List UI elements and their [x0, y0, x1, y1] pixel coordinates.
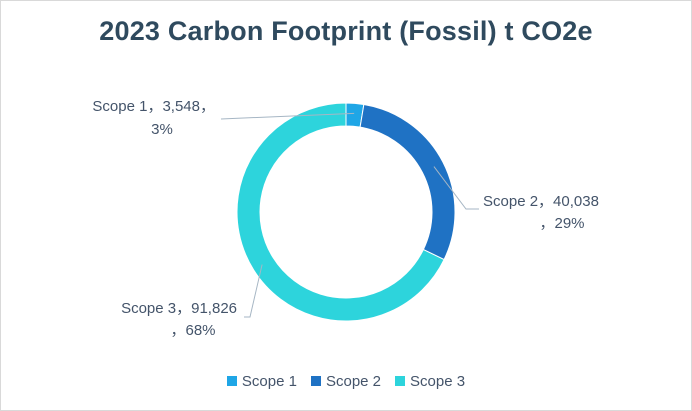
legend-swatch-scope-3 [395, 376, 406, 386]
data-label-scope-1-line2: 3% [151, 121, 173, 138]
data-label-scope-1-line1: Scope 1，3,548， [92, 98, 215, 115]
data-label-scope-3-line2: ，68% [170, 322, 215, 339]
data-label-scope-3-line1: Scope 3，91,826 [121, 300, 237, 317]
data-label-scope-2-line2: ，29% [539, 215, 584, 232]
legend-item-scope-2: Scope 2 [310, 372, 382, 390]
chart-legend: Scope 1 Scope 2 Scope 3 [0, 371, 692, 391]
legend-item-scope-1: Scope 1 [226, 372, 297, 390]
slice-scope-3 [236, 102, 445, 322]
legend-label-scope-2: Scope 2 [325, 372, 382, 390]
legend-swatch-scope-1 [226, 376, 237, 386]
chart-title: 2023 Carbon Footprint (Fossil) t CO2e [99, 16, 593, 46]
leader-line-scope-1 [220, 112, 355, 120]
legend-label-scope-1: Scope 1 [241, 372, 297, 390]
slice-scope-2 [359, 103, 456, 261]
legend-swatch-scope-2 [310, 376, 321, 386]
legend-item-scope-3: Scope 3 [395, 373, 465, 390]
data-label-scope-2-line1: Scope 2，40,038 [483, 193, 599, 210]
legend-label-scope-3: Scope 3 [410, 372, 466, 390]
leader-line-scope-2 [433, 166, 479, 210]
leader-line-scope-3 [244, 264, 263, 318]
